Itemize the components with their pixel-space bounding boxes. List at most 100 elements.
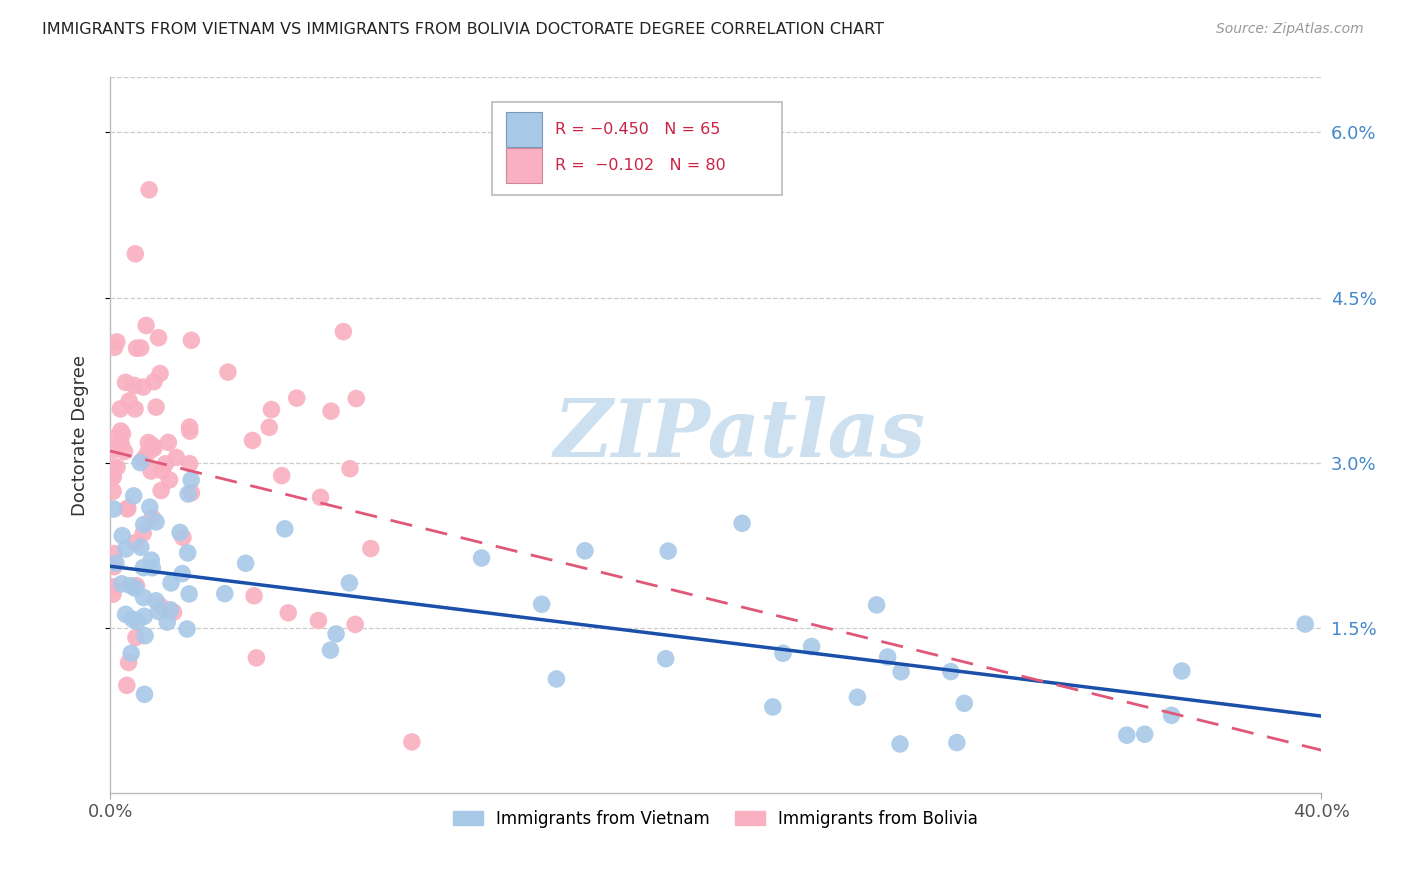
Point [103,502,125,516]
Point [110,436,132,450]
Point [110,424,132,438]
Point [309,491,332,505]
Point [762,700,785,714]
Point [124,401,146,416]
Point [360,541,382,556]
Point [111,529,134,543]
Point [307,614,329,628]
Point [179,420,201,434]
Point [120,579,142,593]
Point [332,325,354,339]
Point [177,487,200,501]
Point [546,672,568,686]
Point [132,380,155,394]
Point [141,440,163,454]
Point [235,556,257,570]
Point [101,580,124,594]
Point [217,365,239,379]
Point [104,557,127,571]
Point [125,341,148,355]
Text: R = −0.450   N = 65: R = −0.450 N = 65 [554,122,720,137]
FancyBboxPatch shape [506,148,543,183]
Point [1133,727,1156,741]
Point [114,376,136,390]
Point [127,615,149,629]
Point [939,665,962,679]
Point [1294,617,1316,632]
Point [117,656,139,670]
Point [101,443,124,458]
Point [104,431,127,445]
Point [657,544,679,558]
Point [176,546,198,560]
Point [121,612,143,626]
Point [772,646,794,660]
Point [179,424,201,438]
Point [129,456,152,470]
Point [180,333,202,347]
Point [530,597,553,611]
Point [145,594,167,608]
Point [132,526,155,541]
FancyBboxPatch shape [506,112,543,147]
Point [141,560,163,574]
Point [124,582,146,596]
Point [110,401,132,416]
Point [134,629,156,643]
Point [285,391,308,405]
Point [101,469,124,483]
Point [470,551,492,566]
Point [1171,664,1194,678]
Point [169,525,191,540]
Point [129,341,152,355]
Point [148,331,170,345]
Point [142,375,165,389]
Point [134,687,156,701]
Point [180,473,202,487]
Point [846,690,869,705]
Point [111,577,134,591]
Point [1160,708,1182,723]
Point [277,606,299,620]
Point [124,378,146,392]
Point [115,678,138,692]
Text: ZIPatlas: ZIPatlas [554,396,927,474]
Point [101,587,124,601]
Point [889,737,911,751]
Point [179,587,201,601]
Point [172,566,194,581]
Point [344,392,367,406]
Point [242,434,264,448]
Point [138,435,160,450]
Point [953,697,976,711]
Point [132,517,155,532]
Point [319,643,342,657]
Point [731,516,754,531]
Point [125,631,148,645]
Point [101,470,124,484]
Point [150,464,173,478]
Point [325,627,347,641]
Point [136,446,159,460]
Point [145,515,167,529]
Point [103,547,125,561]
Point [132,591,155,605]
Point [180,486,202,500]
Point [243,589,266,603]
Point [159,603,181,617]
Point [124,535,146,549]
Point [149,599,172,614]
Point [150,483,173,498]
Point [890,665,912,679]
Point [101,484,124,499]
Text: R =  −0.102   N = 80: R = −0.102 N = 80 [554,158,725,173]
Point [117,502,139,516]
Point [134,609,156,624]
Point [141,553,163,567]
Point [120,646,142,660]
Point [156,615,179,629]
Point [865,598,887,612]
Point [135,318,157,333]
Point [337,575,360,590]
Legend: Immigrants from Vietnam, Immigrants from Bolivia: Immigrants from Vietnam, Immigrants from… [446,803,986,834]
